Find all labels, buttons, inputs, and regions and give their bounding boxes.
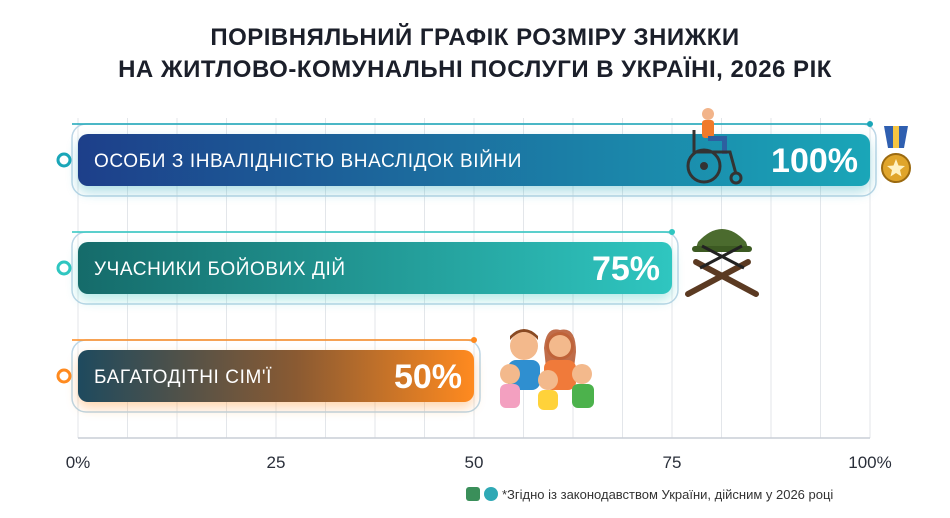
x-axis-ticks: 0% 25 50 75 100% xyxy=(66,453,892,472)
bar-category-label: БАГАТОДІТНІ СІМ'Ї xyxy=(94,367,272,388)
bar-category-label: УЧАСНИКИ БОЙОВИХ ДІЙ xyxy=(94,258,346,280)
bar-value-label: 75% xyxy=(592,250,660,288)
bar-category-label: ОСОБИ З ІНВАЛІДНІСТЮ ВНАСЛІДОК ВІЙНИ xyxy=(94,150,522,172)
x-tick-label: 0% xyxy=(66,453,91,472)
bar-marker xyxy=(56,260,72,276)
footnote: *Згідно із законодавством України, дійсн… xyxy=(466,487,946,502)
x-tick-label: 100% xyxy=(848,453,891,472)
chart-title-line2: НА ЖИТЛОВО-КОМУНАЛЬНІ ПОСЛУГИ В УКРАЇНІ,… xyxy=(118,56,832,83)
bar xyxy=(78,350,474,402)
bar xyxy=(78,134,870,186)
chart-growth-icon xyxy=(466,487,480,501)
medal-icon xyxy=(881,126,911,183)
bar-end-dot xyxy=(471,337,477,343)
helmet-rifles-icon xyxy=(685,229,759,297)
bar-value-label: 50% xyxy=(394,358,462,396)
bar-end-dot xyxy=(669,229,675,235)
bar xyxy=(78,242,672,294)
bar-marker xyxy=(56,368,72,384)
footnote-text: *Згідно із законодавством України, дійсн… xyxy=(502,487,834,502)
x-tick-label: 50 xyxy=(465,453,484,472)
bar-marker xyxy=(56,152,72,168)
money-hand-icon xyxy=(484,487,498,501)
bar-end-dot xyxy=(867,121,873,127)
bars-group: ОСОБИ З ІНВАЛІДНІСТЮ ВНАСЛІДОК ВІЙНИ 100%… xyxy=(56,121,877,413)
bar-value-label: 100% xyxy=(771,142,858,180)
family-icon xyxy=(500,329,594,410)
chart-title-line1: ПОРІВНЯЛЬНИЙ ГРАФІК РОЗМІРУ ЗНИЖКИ xyxy=(210,24,740,51)
x-tick-label: 25 xyxy=(267,453,286,472)
wheelchair-icon xyxy=(686,108,743,185)
x-tick-label: 75 xyxy=(663,453,682,472)
